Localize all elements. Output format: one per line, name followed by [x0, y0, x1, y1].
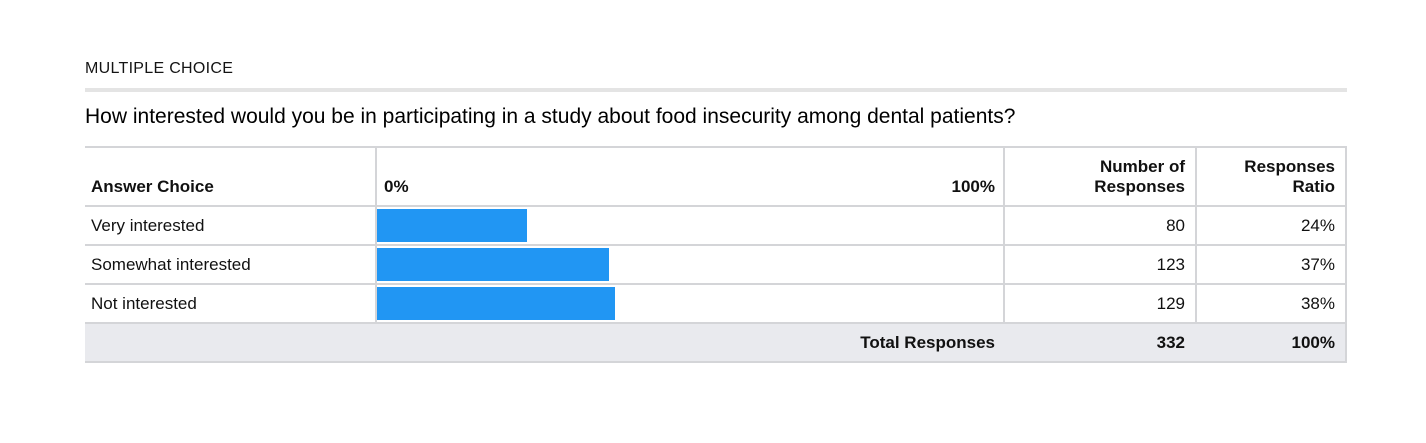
column-header-responses-ratio: Responses Ratio — [1195, 148, 1345, 205]
answer-choice-label: Very interested — [91, 215, 205, 235]
responses-count: 129 — [1003, 285, 1195, 322]
results-table: Answer Choice 0% 100% Number of Response… — [85, 146, 1347, 363]
section-divider — [85, 88, 1347, 92]
response-bar-cell — [375, 207, 1003, 244]
response-bar — [377, 248, 609, 281]
section-label: MULTIPLE CHOICE — [85, 60, 234, 77]
scale-end-label: 100% — [951, 177, 995, 196]
response-bar — [377, 287, 615, 320]
table-body: Very interested 80 24% Somewhat interested 1… — [85, 207, 1345, 324]
survey-result-card: MULTIPLE CHOICE How interested would you… — [85, 0, 1347, 363]
column-header-answer-choice: Answer Choice — [91, 177, 214, 196]
response-bar-cell — [375, 285, 1003, 322]
response-bar-cell — [375, 246, 1003, 283]
responses-count: 123 — [1003, 246, 1195, 283]
column-header-number-of-responses: Number of Responses — [1003, 148, 1195, 205]
question-title: How interested would you be in participa… — [85, 105, 1016, 128]
responses-ratio: 37% — [1195, 246, 1345, 283]
answer-choice-label: Somewhat interested — [91, 254, 251, 274]
responses-count: 80 — [1003, 207, 1195, 244]
total-responses-ratio: 100% — [1291, 332, 1335, 352]
responses-ratio: 24% — [1195, 207, 1345, 244]
table-row: Somewhat interested 123 37% — [85, 246, 1345, 285]
table-row: Not interested 129 38% — [85, 285, 1345, 324]
answer-choice-label: Not interested — [91, 293, 197, 313]
column-header-scale: 0% 100% — [375, 148, 1003, 205]
table-row: Very interested 80 24% — [85, 207, 1345, 246]
table-header-row: Answer Choice 0% 100% Number of Response… — [85, 148, 1345, 207]
total-label: Total Responses — [860, 332, 995, 352]
total-responses-count: 332 — [1156, 332, 1185, 352]
responses-ratio: 38% — [1195, 285, 1345, 322]
scale-start-label: 0% — [384, 177, 409, 196]
response-bar — [377, 209, 528, 242]
table-total-row: Total Responses 332 100% — [85, 324, 1345, 363]
